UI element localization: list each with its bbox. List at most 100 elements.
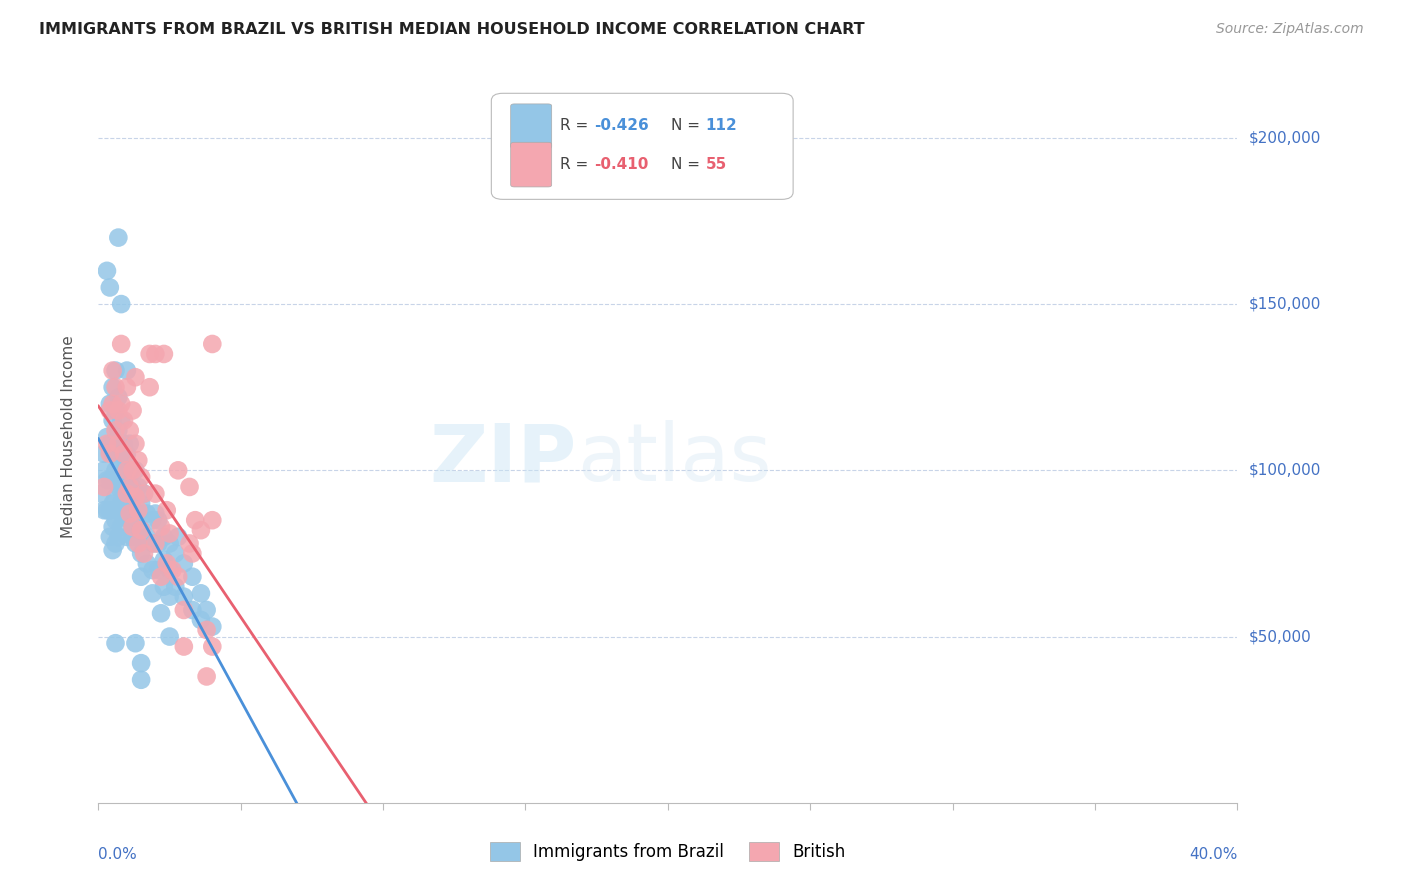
Point xyxy=(156,557,179,571)
Point xyxy=(159,536,181,550)
Point xyxy=(201,337,224,351)
Point xyxy=(101,363,124,377)
Point xyxy=(112,447,135,461)
Text: $200,000: $200,000 xyxy=(1249,130,1320,145)
Point xyxy=(98,503,121,517)
Point xyxy=(184,513,207,527)
Point xyxy=(148,513,170,527)
Point xyxy=(101,380,124,394)
Point xyxy=(129,497,152,511)
Point xyxy=(167,463,190,477)
Point xyxy=(112,436,135,450)
Point xyxy=(104,403,127,417)
Point xyxy=(145,486,167,500)
Point xyxy=(107,453,129,467)
Point xyxy=(121,403,143,417)
Point xyxy=(101,473,124,487)
Point xyxy=(141,536,163,550)
Point xyxy=(98,280,121,294)
Point xyxy=(135,530,157,544)
Point xyxy=(104,636,127,650)
Point xyxy=(90,486,112,500)
Point xyxy=(110,473,132,487)
Point xyxy=(110,497,132,511)
Point xyxy=(135,557,157,571)
Point xyxy=(112,413,135,427)
Point xyxy=(153,347,176,361)
Point xyxy=(107,230,129,244)
Point xyxy=(153,553,176,567)
Point xyxy=(118,424,141,438)
Point xyxy=(98,473,121,487)
Text: 0.0%: 0.0% xyxy=(98,847,138,862)
Point xyxy=(110,447,132,461)
Point xyxy=(124,490,146,504)
Point xyxy=(96,436,118,450)
Point xyxy=(101,413,124,427)
Point xyxy=(181,603,204,617)
Point xyxy=(127,530,149,544)
Point xyxy=(98,530,121,544)
Point xyxy=(138,380,160,394)
Point xyxy=(173,557,195,571)
Text: IMMIGRANTS FROM BRAZIL VS BRITISH MEDIAN HOUSEHOLD INCOME CORRELATION CHART: IMMIGRANTS FROM BRAZIL VS BRITISH MEDIAN… xyxy=(39,22,865,37)
Point xyxy=(148,536,170,550)
Point xyxy=(129,523,152,537)
Text: $100,000: $100,000 xyxy=(1249,463,1320,478)
Point xyxy=(127,453,149,467)
Point xyxy=(112,509,135,524)
Point xyxy=(181,546,204,560)
Point xyxy=(124,536,146,550)
Point xyxy=(167,530,190,544)
Point xyxy=(129,656,152,670)
Point xyxy=(159,590,181,604)
Point xyxy=(201,619,224,633)
Point xyxy=(112,486,135,500)
Text: -0.410: -0.410 xyxy=(593,157,648,172)
Point xyxy=(129,523,152,537)
Point xyxy=(96,503,118,517)
Point xyxy=(121,463,143,477)
Text: 112: 112 xyxy=(706,119,737,133)
Point xyxy=(110,337,132,351)
Point xyxy=(93,480,115,494)
Point xyxy=(98,436,121,450)
Point xyxy=(190,523,212,537)
Point xyxy=(93,447,115,461)
Point xyxy=(159,526,181,541)
Point xyxy=(115,486,138,500)
Point xyxy=(201,513,224,527)
Point xyxy=(124,513,146,527)
Point xyxy=(98,447,121,461)
Point xyxy=(124,463,146,477)
Point xyxy=(141,513,163,527)
Text: atlas: atlas xyxy=(576,420,770,498)
Point xyxy=(150,607,173,621)
Text: 40.0%: 40.0% xyxy=(1189,847,1237,862)
Text: Source: ZipAtlas.com: Source: ZipAtlas.com xyxy=(1216,22,1364,37)
Point xyxy=(104,363,127,377)
Point xyxy=(98,397,121,411)
Point xyxy=(141,586,163,600)
FancyBboxPatch shape xyxy=(510,143,551,187)
Point xyxy=(104,424,127,438)
Point xyxy=(167,570,190,584)
Point xyxy=(104,490,127,504)
FancyBboxPatch shape xyxy=(510,103,551,149)
Point xyxy=(124,370,146,384)
Text: -0.426: -0.426 xyxy=(593,119,648,133)
Point xyxy=(110,397,132,411)
Point xyxy=(179,480,201,494)
Point xyxy=(135,507,157,521)
Point xyxy=(110,297,132,311)
Text: 55: 55 xyxy=(706,157,727,172)
Point xyxy=(112,463,135,477)
Point xyxy=(195,669,218,683)
Point xyxy=(124,490,146,504)
Point xyxy=(98,403,121,417)
Point xyxy=(96,264,118,278)
Point xyxy=(121,520,143,534)
Point xyxy=(132,486,155,500)
Point xyxy=(150,570,173,584)
Point xyxy=(104,436,127,450)
